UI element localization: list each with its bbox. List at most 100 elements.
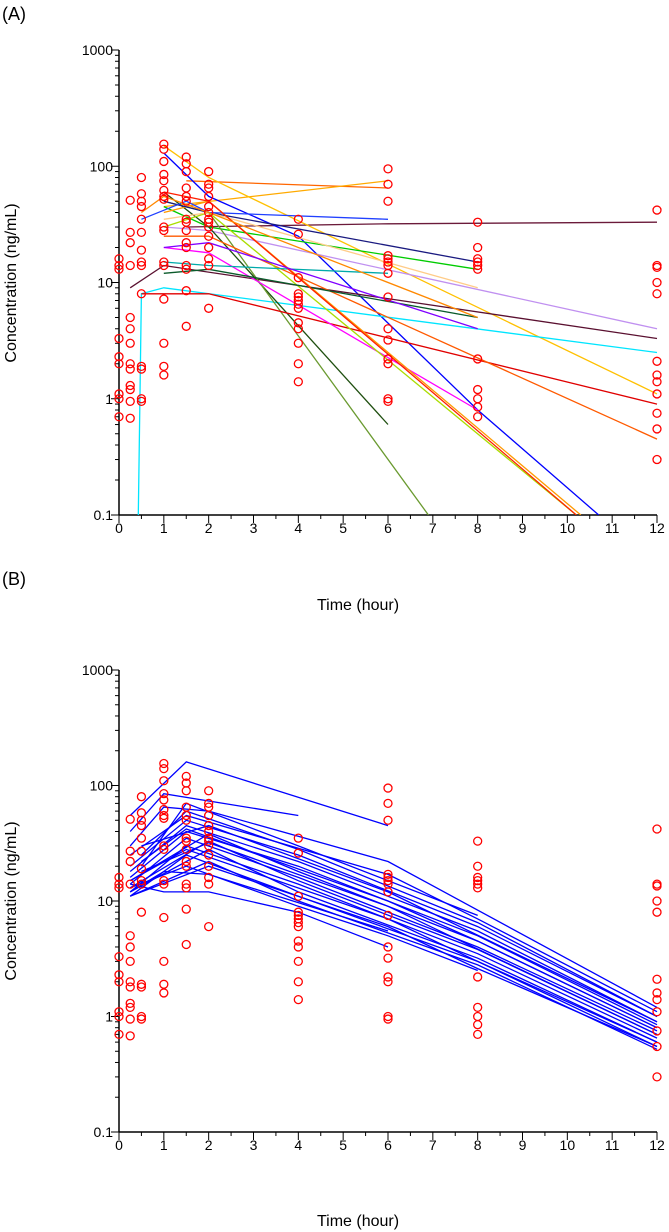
observed-point xyxy=(293,359,303,369)
observed-point xyxy=(181,786,191,796)
x-tick-label: 10 xyxy=(560,520,576,536)
observed-point xyxy=(181,166,191,177)
observed-point xyxy=(383,257,393,267)
observed-point xyxy=(125,324,135,334)
observed-point xyxy=(136,815,147,825)
observed-point xyxy=(652,377,662,387)
observed-point xyxy=(204,786,214,796)
observed-point xyxy=(383,324,393,334)
y-tick-label: 10 xyxy=(97,893,113,909)
observed-point xyxy=(652,408,662,418)
observed-point xyxy=(383,942,393,952)
observed-point xyxy=(293,910,303,921)
series-line-22 xyxy=(141,828,658,1029)
y-tick-label: 100 xyxy=(90,158,114,174)
series-line-9 xyxy=(129,837,658,1032)
observed-point xyxy=(125,1002,135,1013)
observed-point xyxy=(204,242,214,253)
observed-point xyxy=(114,260,124,271)
series-line-21 xyxy=(141,842,658,1035)
observed-point xyxy=(293,289,303,299)
series-line-6 xyxy=(129,824,658,1023)
y-axis-title: Concentration (ng/mL) xyxy=(3,203,20,362)
observed-point xyxy=(114,970,124,980)
observed-point xyxy=(473,242,483,253)
observed-point xyxy=(383,268,393,278)
observed-point xyxy=(652,994,662,1005)
observed-point xyxy=(204,260,214,271)
observed-point xyxy=(204,207,214,218)
observed-point xyxy=(473,1002,483,1013)
observed-point xyxy=(114,264,124,274)
observed-point xyxy=(473,876,483,886)
observed-point xyxy=(652,907,662,917)
observed-point xyxy=(181,183,191,193)
observed-point xyxy=(652,1007,662,1017)
observed-point xyxy=(125,396,135,406)
observed-point xyxy=(293,907,303,917)
x-tick-label: 1 xyxy=(160,520,168,536)
observed-point xyxy=(125,879,135,889)
y-tick-label: 1 xyxy=(105,1009,113,1025)
observed-point xyxy=(383,335,393,345)
series-line-23 xyxy=(129,848,658,1043)
x-tick-label: 4 xyxy=(294,1137,302,1153)
observed-point xyxy=(159,879,169,889)
series-line-24 xyxy=(129,865,658,1048)
observed-point xyxy=(136,260,147,271)
observed-point xyxy=(159,225,169,236)
observed-point xyxy=(204,166,214,177)
observed-point xyxy=(473,1011,483,1022)
observed-point xyxy=(159,156,169,167)
observed-point xyxy=(125,977,135,987)
observed-point xyxy=(159,810,169,821)
x-tick-label: 5 xyxy=(339,520,347,536)
observed-point xyxy=(204,191,214,202)
observed-point xyxy=(652,1026,662,1036)
observed-point xyxy=(136,979,147,989)
observed-point xyxy=(652,370,662,380)
observed-point xyxy=(125,846,135,856)
observed-point xyxy=(204,201,214,212)
observed-point xyxy=(181,196,191,206)
observed-point xyxy=(159,257,169,267)
y-tick-label: 100 xyxy=(90,778,114,794)
observed-point xyxy=(204,820,214,831)
observed-point xyxy=(293,273,303,283)
y-tick-label: 0.1 xyxy=(94,1124,114,1140)
observed-point xyxy=(125,227,135,238)
observed-point xyxy=(204,217,214,227)
observed-point xyxy=(652,1041,662,1052)
observed-point xyxy=(181,242,191,253)
observed-point xyxy=(114,1007,124,1017)
observed-point xyxy=(652,824,662,834)
observed-point xyxy=(383,359,393,369)
observed-point xyxy=(383,254,393,264)
observed-point xyxy=(181,904,191,914)
observed-point xyxy=(136,214,147,224)
observed-point xyxy=(652,356,662,366)
observed-point xyxy=(114,951,124,962)
observed-point xyxy=(473,384,483,395)
observed-point xyxy=(125,942,135,952)
observed-point xyxy=(181,856,191,867)
observed-point xyxy=(136,907,147,917)
observed-point xyxy=(136,864,147,874)
observed-point xyxy=(473,883,483,893)
observed-point xyxy=(383,1011,393,1022)
observed-point xyxy=(125,982,135,992)
series-line-4 xyxy=(163,145,658,395)
observed-point xyxy=(652,974,662,984)
observed-point xyxy=(293,848,303,858)
observed-point xyxy=(181,152,191,162)
observed-point xyxy=(125,413,135,423)
y-tick-label: 1000 xyxy=(82,662,113,678)
observed-point xyxy=(125,931,135,941)
observed-point xyxy=(181,883,191,893)
observed-point xyxy=(181,833,191,843)
observed-point xyxy=(159,813,169,823)
observed-point xyxy=(293,303,303,313)
x-tick-label: 9 xyxy=(519,1137,527,1153)
x-tick-label: 9 xyxy=(519,520,527,536)
observed-point xyxy=(293,891,303,901)
